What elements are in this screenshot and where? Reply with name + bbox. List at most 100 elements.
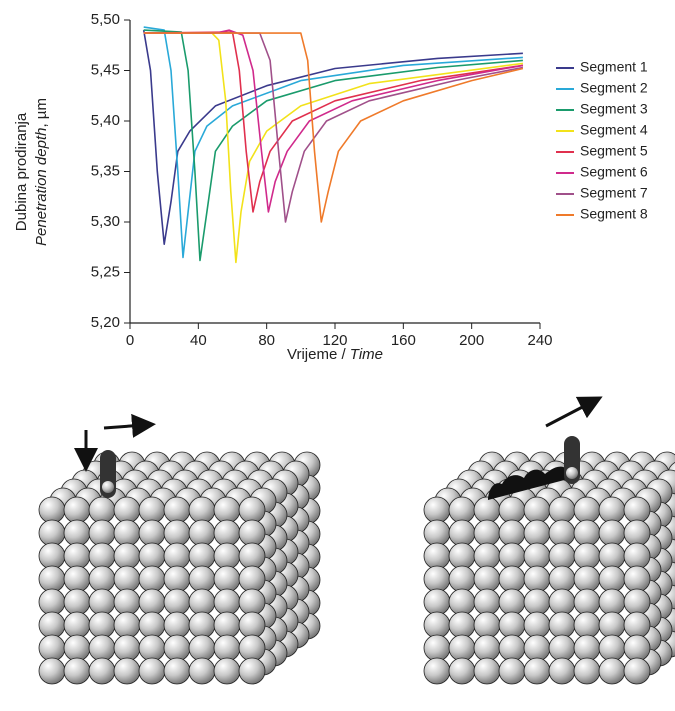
sphere <box>473 611 501 639</box>
y-axis-label: Dubina prodiranja <box>13 112 30 231</box>
sphere <box>573 565 601 593</box>
sphere <box>163 657 191 685</box>
sphere <box>238 542 266 570</box>
series-line <box>143 32 524 223</box>
sphere <box>113 542 141 570</box>
sphere <box>548 496 576 524</box>
y-tick-label: 5,40 <box>91 112 120 129</box>
y-tick-label: 5,25 <box>91 263 120 280</box>
sphere <box>188 542 216 570</box>
arrow <box>103 413 156 438</box>
sphere <box>238 565 266 593</box>
sphere <box>473 588 501 616</box>
sphere <box>473 542 501 570</box>
series-line <box>143 29 524 213</box>
sphere <box>163 565 191 593</box>
sphere <box>188 611 216 639</box>
sphere <box>548 611 576 639</box>
sphere <box>573 657 601 685</box>
sphere <box>113 496 141 524</box>
x-tick-label: 120 <box>322 332 347 349</box>
sphere <box>63 565 91 593</box>
sphere <box>448 519 476 547</box>
series-line <box>142 29 523 245</box>
legend-label: Segment 7 <box>580 185 648 201</box>
sphere <box>473 634 501 662</box>
sphere <box>63 542 91 570</box>
x-tick-label: 80 <box>258 332 275 349</box>
y-axis-unit: , µm <box>33 98 50 127</box>
y-tick-label: 5,20 <box>91 314 120 331</box>
sphere <box>523 565 551 593</box>
sphere <box>573 496 601 524</box>
y-axis-label: Penetration depth, µm <box>33 98 50 246</box>
sphere <box>598 496 626 524</box>
sphere <box>213 542 241 570</box>
sphere <box>88 611 116 639</box>
sphere <box>113 565 141 593</box>
sphere <box>498 657 526 685</box>
tool-tip <box>102 481 114 493</box>
series-line <box>143 32 524 264</box>
sphere <box>448 588 476 616</box>
sphere <box>548 542 576 570</box>
sphere <box>548 588 576 616</box>
sphere <box>113 634 141 662</box>
sphere <box>38 565 66 593</box>
sphere <box>423 496 451 524</box>
sphere <box>188 519 216 547</box>
sphere <box>498 496 526 524</box>
sphere <box>113 588 141 616</box>
sphere <box>63 588 91 616</box>
y-tick-label: 5,35 <box>91 162 120 179</box>
sphere <box>523 634 551 662</box>
sphere <box>623 519 651 547</box>
sphere <box>423 657 451 685</box>
sphere <box>163 542 191 570</box>
sphere <box>448 611 476 639</box>
sphere <box>38 519 66 547</box>
legend-label: Segment 6 <box>580 164 648 180</box>
sphere <box>63 519 91 547</box>
sphere <box>213 611 241 639</box>
legend-label: Segment 1 <box>580 59 648 75</box>
legend-label: Segment 5 <box>580 143 648 159</box>
x-tick-label: 0 <box>126 332 134 349</box>
sphere <box>38 588 66 616</box>
sphere <box>498 542 526 570</box>
scratch <box>488 466 572 500</box>
sphere <box>238 496 266 524</box>
sphere <box>213 519 241 547</box>
sphere <box>523 542 551 570</box>
y-tick-label: 5,45 <box>91 61 120 78</box>
sphere <box>473 565 501 593</box>
series-line <box>143 26 523 259</box>
sphere <box>598 588 626 616</box>
sphere <box>138 496 166 524</box>
x-axis-label-plain: Vrijeme / <box>287 346 350 363</box>
sphere <box>498 519 526 547</box>
sphere <box>188 588 216 616</box>
sphere <box>238 519 266 547</box>
sphere <box>138 519 166 547</box>
sphere <box>163 496 191 524</box>
sphere <box>598 657 626 685</box>
sphere <box>598 542 626 570</box>
sphere <box>448 542 476 570</box>
sphere <box>63 496 91 524</box>
sphere <box>623 634 651 662</box>
sphere <box>63 657 91 685</box>
illustration <box>38 396 675 685</box>
sphere <box>113 519 141 547</box>
sphere <box>573 634 601 662</box>
sphere <box>498 588 526 616</box>
sphere <box>38 496 66 524</box>
sphere <box>88 588 116 616</box>
sphere <box>523 611 551 639</box>
sphere <box>163 634 191 662</box>
sphere <box>63 634 91 662</box>
sphere <box>623 565 651 593</box>
x-tick-label: 200 <box>459 332 484 349</box>
sphere <box>38 611 66 639</box>
sphere <box>523 519 551 547</box>
